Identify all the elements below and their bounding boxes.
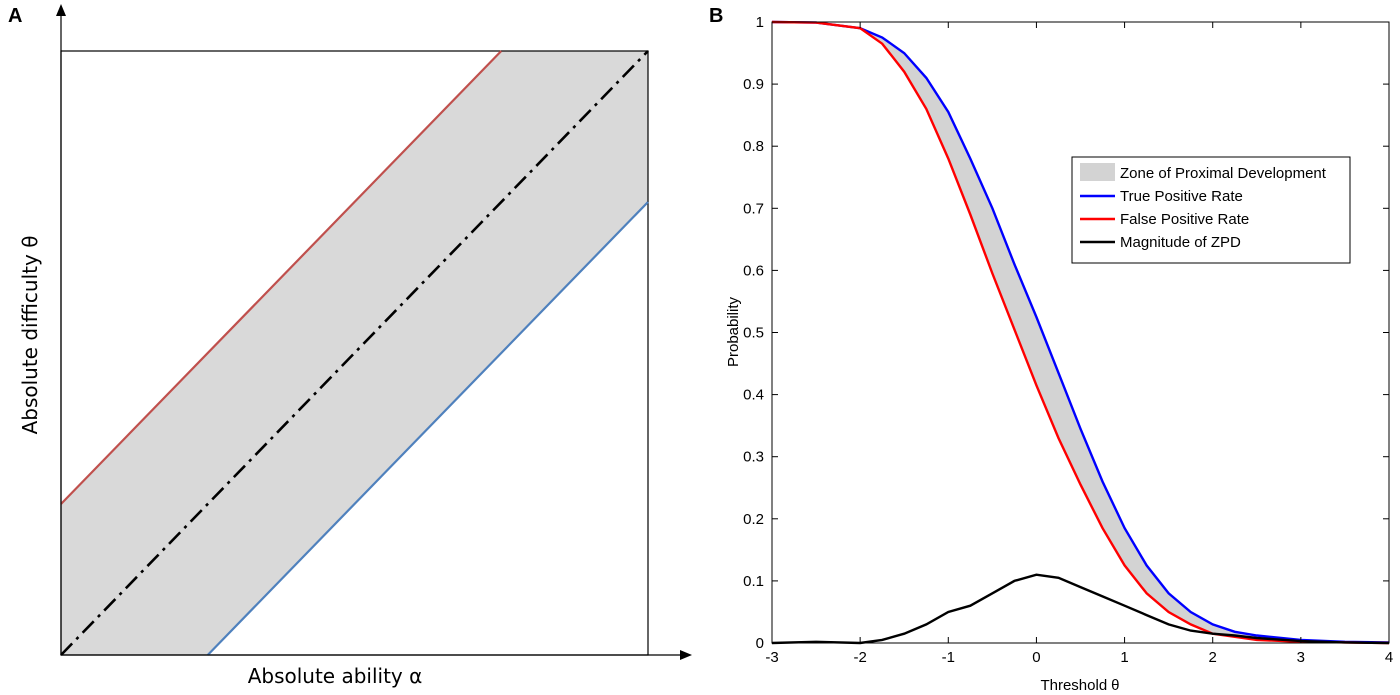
legend-zone-label: Zone of Proximal Development	[1120, 165, 1327, 182]
legend-zone-swatch	[1080, 163, 1115, 181]
y-ticks-b: 0 0.1 0.2 0.3 0.4 0.5 0.6 0.7 0.8 0.9 1	[743, 14, 1389, 652]
x-tick-label: -2	[853, 649, 866, 666]
y-tick-label: 0.4	[743, 387, 764, 404]
false-positive-rate-line	[771, 20, 1390, 645]
x-axis-title-a: Absolute ability α	[248, 664, 423, 688]
y-axis-arrow-icon	[56, 4, 66, 16]
x-tick-label: 1	[1120, 649, 1128, 666]
x-tick-label: -3	[765, 649, 778, 666]
legend-zpd-label: Magnitude of ZPD	[1120, 234, 1241, 251]
y-tick-label: 1	[756, 14, 764, 31]
x-axis-arrow-icon	[680, 650, 692, 660]
y-tick-label: 0.2	[743, 511, 764, 528]
panel-a-label: A	[8, 5, 22, 27]
panel-b-label: B	[709, 5, 723, 27]
legend-box	[1071, 156, 1351, 264]
y-axis-title-a: Absolute difficulty θ	[18, 236, 42, 435]
y-tick-label: 0.1	[743, 573, 764, 590]
y-tick-label: 0.6	[743, 262, 764, 279]
y-tick-label: 0	[756, 635, 764, 652]
x-tick-label: 4	[1385, 649, 1393, 666]
legend: Zone of Proximal Development True Positi…	[1071, 156, 1351, 264]
x-axis-title-symbol: θ	[1111, 677, 1119, 694]
legend-tpr-label: True Positive Rate	[1120, 188, 1243, 205]
zpd-magnitude-line	[771, 573, 1390, 645]
zpd-zone-b	[772, 22, 1389, 643]
x-axis-title-b: Threshold θ	[1040, 677, 1119, 694]
x-tick-label: -1	[942, 649, 955, 666]
x-tick-label: 2	[1209, 649, 1217, 666]
y-tick-label: 0.8	[743, 138, 764, 155]
x-tick-label: 3	[1297, 649, 1305, 666]
upper-bound-line	[60, 50, 503, 505]
y-tick-label: 0.7	[743, 200, 764, 217]
panel-a: A Absolute ability α Absolute difficulty…	[8, 4, 692, 688]
y-tick-label: 0.3	[743, 449, 764, 466]
panel-b: B -3 -2 -1 0 1 2 3 4 00.10.20.30.40.50.60.70.80…	[709, 5, 1393, 694]
y-tick-label: 0.9	[743, 76, 764, 93]
legend-fpr-label: False Positive Rate	[1120, 211, 1249, 228]
plot-frame-b	[771, 21, 1390, 644]
x-tick-label: 0	[1032, 649, 1040, 666]
y-tick-label: 0.5	[743, 325, 764, 342]
lower-bound-line	[206, 201, 649, 656]
x-ticks-b: -3 -2 -1 0 1 2 3 4	[765, 22, 1393, 666]
x-axis-title-text: Threshold	[1040, 677, 1107, 694]
true-positive-rate-line	[771, 20, 1390, 644]
y-axis-title-b: Probability	[725, 296, 742, 367]
